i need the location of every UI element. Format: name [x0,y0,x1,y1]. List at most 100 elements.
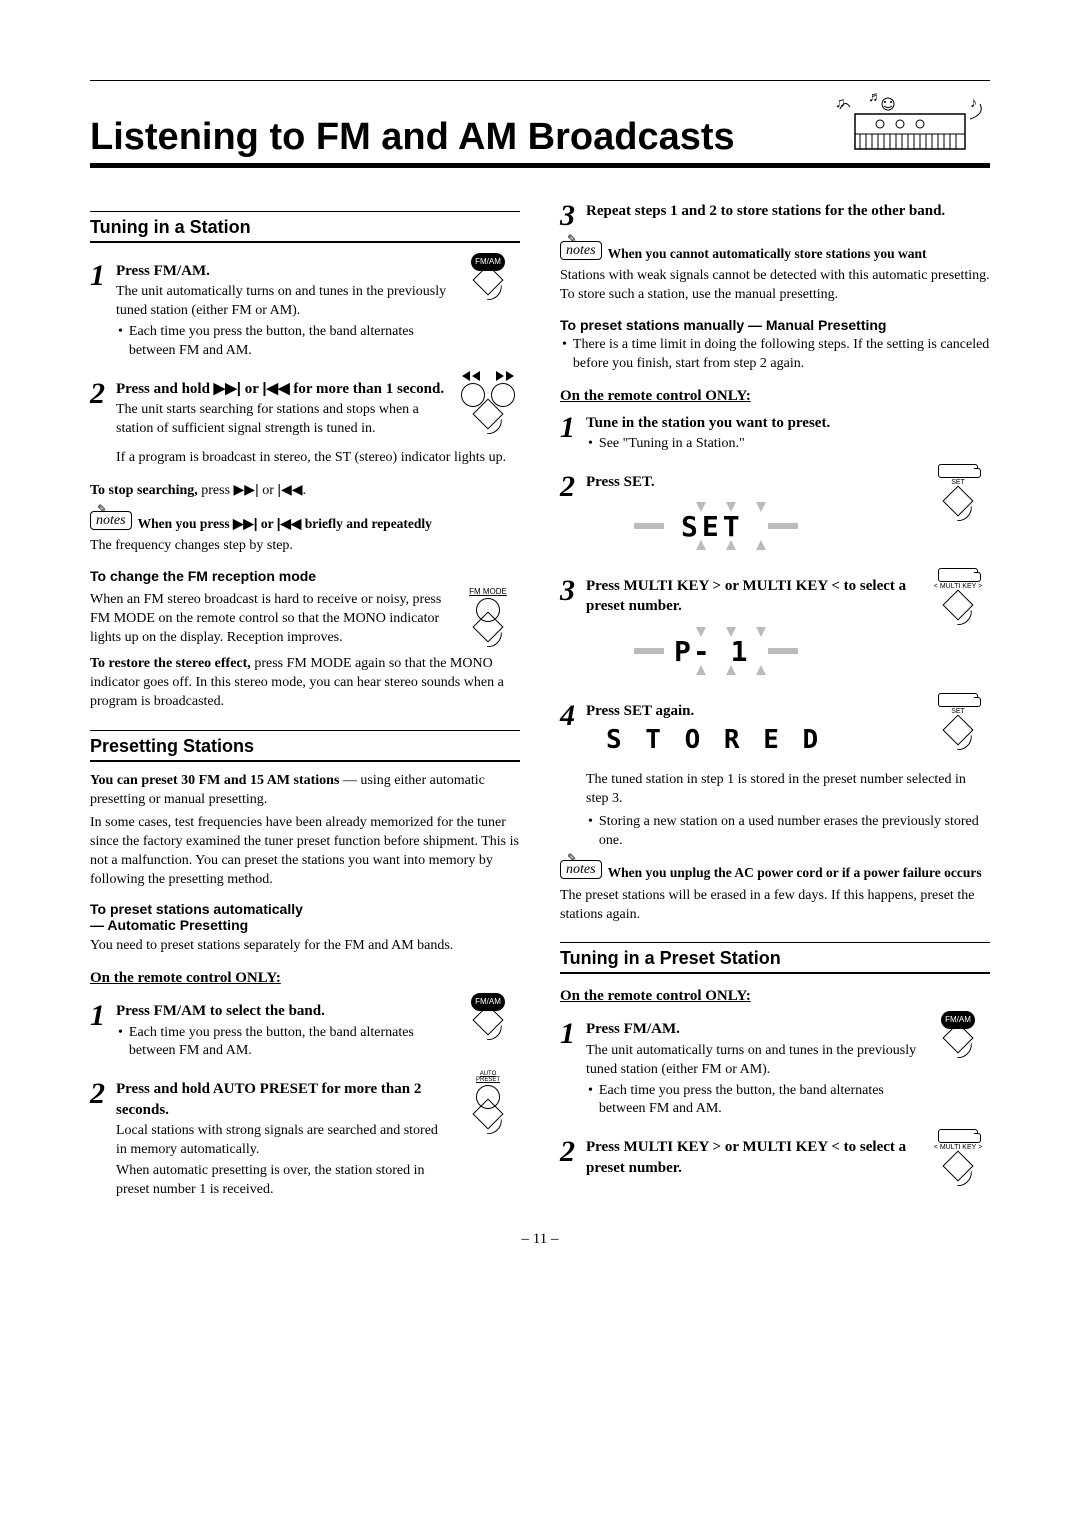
set-button-icon: SET [920,464,990,512]
right-column: 3 Repeat steps 1 and 2 to store stations… [560,193,990,1207]
multi-key-button-icon: < MULTI KEY > [920,1129,990,1177]
section-heading-presetting: Presetting Stations [90,730,520,762]
button-label: FM MODE [469,587,507,596]
svg-text:SET: SET [681,510,744,543]
fm-mode-text: When an FM stereo broadcast is hard to r… [90,591,450,648]
manual-step-1: 1 Tune in the station you want to preset… [560,413,990,456]
step-title: Press SET. [586,472,920,492]
notes-cannot-store: notes When you cannot automatically stor… [560,241,990,263]
page-title: Listening to FM and AM Broadcasts [90,116,735,159]
auto-preset-button-icon: AUTOPRESET [450,1071,520,1125]
notes-icon: notes [560,241,602,260]
preset-step-1: 1 Press FM/AM. The unit automatically tu… [560,1011,990,1129]
subheading-fm-mode: To change the FM reception mode [90,568,520,584]
remote-only-heading: On the remote control ONLY: [90,970,520,987]
section-heading-tuning: Tuning in a Station [90,211,520,243]
auto-step-1: 1 Press FM/AM to select the band. Each t… [90,993,520,1071]
preset-intro: You can preset 30 FM and 15 AM stations … [90,772,520,810]
stored-bullet: Storing a new station on a used number e… [586,813,990,851]
stop-searching-text: To stop searching, press ▶▶| or |◀◀. [90,480,520,501]
step-number: 2 [560,472,586,502]
step-text: The unit starts searching for stations a… [116,401,450,439]
step-title: Press FM/AM. [116,261,450,281]
multi-key-button-icon: < MULTI KEY > [920,568,990,616]
step-3-repeat: 3 Repeat steps 1 and 2 to store stations… [560,201,990,231]
notes-body: Stations with weak signals cannot be det… [560,267,990,305]
step-number: 1 [560,1019,586,1049]
step-number: 3 [560,576,586,606]
step-title: Press FM/AM. [586,1019,920,1039]
step-bullet: Each time you press the button, the band… [586,1082,920,1120]
step-number: 3 [560,201,586,231]
step-title: Press and hold ▶▶| or |◀◀ for more than … [116,379,450,399]
step-bullet: Each time you press the button, the band… [116,1024,450,1062]
manual-step-4: 4 Press SET again. S T O R E D SET [560,693,990,767]
notes-icon: notes [90,511,132,530]
section-heading-preset-station: Tuning in a Preset Station [560,942,990,974]
step-text: The unit automatically turns on and tune… [116,283,450,321]
preset-intro-2: In some cases, test frequencies have bee… [90,814,520,890]
fm-am-button-icon: FM/AM [920,1011,990,1049]
display-preset-number-icon: P- 1 [626,623,806,679]
page-number: – 11 – [90,1231,990,1248]
step-text: If a program is broadcast in stereo, the… [116,449,520,468]
manual-bullet: There is a time limit in doing the follo… [560,336,990,374]
step-title: Press FM/AM to select the band. [116,1001,450,1021]
step-title: Press MULTI KEY > or MULTI KEY < to sele… [586,576,920,617]
step-text: Local stations with strong signals are s… [116,1122,450,1160]
step-number: 1 [560,413,586,443]
fm-mode-button-icon: FM MODE [450,587,520,638]
svg-text:P- 1: P- 1 [674,635,749,668]
radio-illustration-icon: ♫ ♬ ♪ [830,89,990,159]
notes-icon: notes [560,860,602,879]
page-header: Listening to FM and AM Broadcasts ♫ ♬ ♪ [90,80,990,168]
step-bullet: See "Tuning in a Station." [586,435,990,454]
step-title: Repeat steps 1 and 2 to store stations f… [586,201,990,221]
fm-am-button-icon: FM/AM [450,993,520,1031]
step-number: 2 [560,1137,586,1167]
button-label: AUTOPRESET [476,1071,500,1083]
subheading-auto-preset-2: — Automatic Presetting [90,917,520,933]
subheading-auto-preset-1: To preset stations automatically [90,901,520,917]
restore-stereo-text: To restore the stereo effect, press FM M… [90,655,520,712]
notes-title: When you unplug the AC power cord or if … [608,860,982,882]
subheading-manual-preset: To preset stations manually — Manual Pre… [560,317,990,333]
notes-title: When you press ▶▶| or |◀◀ briefly and re… [138,511,432,533]
step-number: 4 [560,701,586,731]
step-text: When automatic presetting is over, the s… [116,1162,450,1200]
display-set-icon: SET [626,498,806,554]
step-bullet: Each time you press the button, the band… [116,323,450,361]
step-title: Tune in the station you want to preset. [586,413,990,433]
manual-step-2: 2 Press SET. SET [560,464,990,568]
remote-only-heading: On the remote control ONLY: [560,388,990,405]
fm-am-button-icon: FM/AM [450,253,520,291]
auto-preset-text: You need to preset stations separately f… [90,937,520,956]
button-shape [938,464,978,478]
two-column-layout: Tuning in a Station 1 Press FM/AM. The u… [90,193,990,1207]
step-title: Press SET again. [586,701,920,721]
step-number: 1 [90,261,116,291]
fm-mode-row: When an FM stereo broadcast is hard to r… [90,587,520,652]
auto-step-2: 2 Press and hold AUTO PRESET for more th… [90,1071,520,1207]
notes-body: The frequency changes step by step. [90,537,520,556]
notes-frequency: notes When you press ▶▶| or |◀◀ briefly … [90,511,520,533]
svg-text:♪: ♪ [970,96,977,111]
set-button-icon: SET [920,693,990,741]
left-column: Tuning in a Station 1 Press FM/AM. The u… [90,193,520,1207]
preset-step-2: 2 Press MULTI KEY > or MULTI KEY < to se… [560,1129,990,1186]
step-number: 1 [90,1001,116,1031]
notes-body: The preset stations will be erased in a … [560,887,990,925]
manual-step-3: 3 Press MULTI KEY > or MULTI KEY < to se… [560,568,990,693]
notes-power-failure: notes When you unplug the AC power cord … [560,860,990,882]
remote-only-heading: On the remote control ONLY: [560,988,990,1005]
stored-result-text: The tuned station in step 1 is stored in… [586,771,990,809]
step-title: Press MULTI KEY > or MULTI KEY < to sele… [586,1137,920,1178]
display-stored-icon: S T O R E D [606,725,920,755]
step-1-tuning: 1 Press FM/AM. The unit automatically tu… [90,253,520,371]
button-shape [938,1129,978,1143]
button-shape [938,568,978,582]
search-buttons-icon [450,371,520,425]
step-title: Press and hold AUTO PRESET for more than… [116,1079,450,1120]
svg-text:♬: ♬ [868,90,882,105]
notes-title: When you cannot automatically store stat… [608,241,927,263]
